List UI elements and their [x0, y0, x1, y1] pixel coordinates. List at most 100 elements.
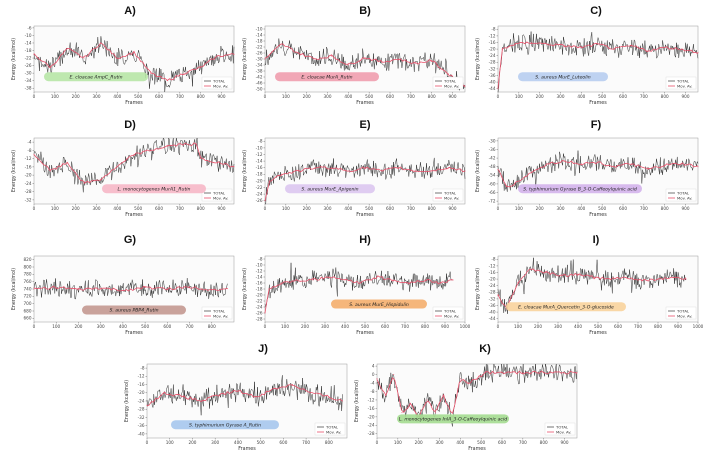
data-point [55, 286, 57, 288]
data-point [268, 288, 270, 290]
series-movav-line [497, 268, 687, 308]
y-tick-label: 4 [372, 364, 375, 369]
data-point [341, 400, 343, 402]
data-point [331, 167, 333, 169]
data-point [237, 390, 239, 392]
data-point [83, 182, 85, 184]
x-tick-label: 400 [344, 94, 352, 99]
x-tick-label: 500 [598, 94, 606, 99]
y-tick-label: -26 [25, 63, 32, 68]
x-axis-label: Frames [356, 100, 374, 106]
x-tick-label: 700 [640, 94, 648, 99]
x-tick-label: 500 [365, 94, 373, 99]
data-point [440, 282, 442, 284]
x-tick-label: 900 [218, 206, 226, 211]
y-tick-label: -42 [256, 74, 263, 79]
complex-badge [518, 72, 608, 82]
y-tick-label: -28 [489, 290, 496, 295]
data-point [529, 268, 531, 270]
data-point [392, 279, 394, 281]
x-tick-label: 200 [301, 324, 309, 329]
y-tick-label: -10 [256, 145, 263, 150]
x-tick-label: 300 [557, 206, 565, 211]
y-tick-label: -24 [138, 398, 145, 403]
data-point [133, 51, 135, 53]
y-tick-label: -6 [27, 25, 32, 30]
x-tick-label: 700 [176, 206, 184, 211]
y-tick-label: -50 [256, 86, 263, 91]
data-point [33, 53, 35, 55]
data-point [424, 279, 426, 281]
data-point [497, 88, 499, 90]
complex-badge-label: E. cloacae MurA_Quercetin_3-O-glucoside [518, 304, 614, 310]
x-axis-label: Frames [356, 212, 374, 218]
y-tick-label: -18 [256, 38, 263, 43]
y-tick-label: -20 [25, 173, 32, 178]
data-point [476, 378, 478, 380]
x-tick-label: 300 [93, 94, 101, 99]
legend-movav-label: Mov. Av. [213, 195, 229, 200]
x-tick-label: 0 [497, 94, 500, 99]
y-tick-label: -4 [27, 140, 32, 145]
data-point [452, 279, 454, 281]
panel-letter: A) [124, 5, 136, 17]
x-tick-label: 600 [386, 94, 394, 99]
x-tick-label: 100 [515, 206, 523, 211]
y-tick-label: -12 [256, 268, 263, 273]
x-tick-label: 1000 [460, 324, 471, 329]
panel-1: B)0 100 200 300 400 500 600 700 800 900-10-14-18-… [242, 5, 466, 106]
y-tick-label: -46 [256, 80, 263, 85]
data-point [447, 167, 449, 169]
data-point [497, 169, 499, 171]
data-point [364, 167, 366, 169]
data-point [464, 85, 466, 87]
y-tick-label: -42 [489, 155, 496, 160]
y-tick-label: -14 [256, 274, 263, 279]
y-tick-label: -16 [256, 165, 263, 170]
complex-badge [82, 305, 186, 315]
x-tick-label: 0 [497, 206, 500, 211]
series-total-line [264, 38, 466, 91]
data-point [331, 55, 333, 57]
x-tick-label: 900 [449, 94, 457, 99]
data-point [501, 48, 503, 50]
y-tick-label: -44 [489, 316, 496, 321]
data-point [226, 288, 228, 290]
y-axis-label: Energy (kcal/mol) [242, 268, 248, 310]
x-tick-label: 900 [449, 206, 457, 211]
data-point [393, 374, 395, 376]
y-tick-label: -12 [489, 33, 496, 38]
x-tick-label: 800 [197, 94, 205, 99]
legend-total-label: TOTAL [555, 424, 569, 429]
data-point [100, 42, 102, 44]
data-point [347, 64, 349, 66]
legend-total-label: TOTAL [443, 308, 457, 313]
x-axis-label: Frames [356, 330, 374, 336]
data-point [597, 161, 599, 163]
panel-8: I) 0 100 200 300 400 500 600 700 800 900 1000 -8-12 -… [475, 234, 704, 336]
data-point [545, 272, 547, 273]
data-point [281, 173, 283, 175]
y-tick-label: -24 [489, 283, 496, 288]
data-point [614, 48, 616, 50]
x-tick-label: 0 [264, 206, 267, 211]
y-axis-label: Energy (kcal/mol) [475, 268, 481, 310]
data-point [680, 48, 682, 50]
x-tick-label: 400 [341, 324, 349, 329]
x-tick-label: 400 [574, 324, 582, 329]
data-point [443, 395, 445, 397]
data-point [514, 183, 516, 185]
data-point [664, 46, 666, 48]
data-point [216, 162, 218, 164]
x-tick-label: 700 [401, 324, 409, 329]
y-tick-label: -38 [256, 68, 263, 73]
y-tick-label: -16 [489, 270, 496, 275]
x-tick-label: 300 [321, 324, 329, 329]
x-tick-label: 300 [554, 324, 562, 329]
x-tick-label: 800 [661, 206, 669, 211]
y-tick-label: -8 [140, 366, 145, 371]
y-tick-label: -18 [256, 286, 263, 291]
y-tick-label: -10 [25, 33, 32, 38]
x-tick-label: 800 [208, 324, 216, 329]
complex-badge [285, 184, 375, 194]
